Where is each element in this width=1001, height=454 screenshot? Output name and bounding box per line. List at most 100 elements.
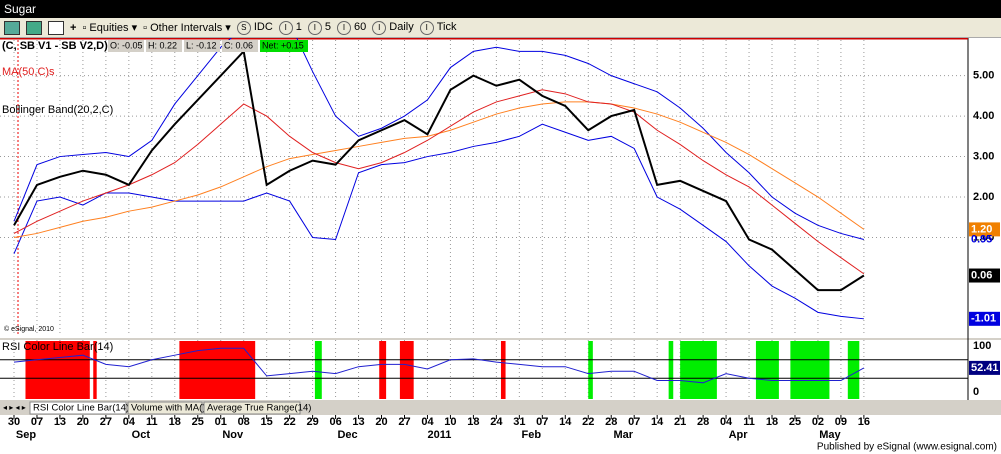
x-tick-label: 18 [169, 416, 181, 428]
rsi-zone [668, 341, 674, 399]
x-tick-label: 31 [513, 416, 525, 428]
net-box [260, 40, 308, 52]
rsi-zone [790, 341, 830, 399]
quote: O: -0.05 [110, 40, 143, 50]
series-line [13, 38, 865, 240]
label: Daily [389, 20, 414, 33]
rsi-zone [179, 341, 256, 399]
rsi-zone [379, 341, 387, 399]
price-tag-label: 52.41 [971, 362, 999, 374]
watermark: © eSignal, 2010 [4, 325, 54, 333]
price-tag-label: 0.95 [971, 233, 992, 245]
price-tag [969, 222, 1000, 237]
rsi-zone [680, 341, 717, 399]
x-tick-label: 02 [812, 416, 824, 428]
quote: L: -0.12 [186, 40, 217, 50]
rsi-zone [93, 341, 97, 399]
label: Other Intervals [150, 22, 223, 34]
rsi-zone [500, 341, 506, 399]
rsi-zone [25, 341, 90, 399]
tab-label: RSI Color Line Bar(14) [33, 403, 129, 414]
toolbar: + ▫ Equities ▾ ▫ Other Intervals ▾ S IDC … [0, 18, 1001, 38]
price-tag [969, 268, 1000, 283]
x-tick-label: 14 [651, 416, 664, 428]
label: Tick [436, 20, 457, 33]
x-tick-label: 28 [605, 416, 617, 428]
x-tick-label: 20 [77, 416, 89, 428]
x-tick-label: 13 [54, 416, 66, 428]
x-tick-label: 25 [192, 416, 204, 428]
label: Equities [89, 22, 129, 34]
month-label: Feb [522, 429, 542, 441]
x-axis-bg [0, 415, 1001, 454]
x-tick-label: 07 [31, 416, 43, 428]
tab-label: Volume with MA() [131, 403, 205, 414]
month-label: Nov [222, 429, 244, 441]
tab[interactable] [203, 401, 301, 415]
rsi-bg [0, 340, 1001, 400]
y-tick-label: 5.00 [973, 70, 994, 82]
label: 60 [354, 20, 367, 33]
quote: C: 0.06 [224, 40, 253, 50]
rsi-line [13, 347, 865, 384]
x-tick-label: 27 [100, 416, 112, 428]
y-tick-label: 2.00 [973, 191, 994, 203]
plot-bg [0, 38, 1001, 338]
x-tick-label: 14 [559, 416, 572, 428]
series-line [13, 89, 865, 275]
interval-button[interactable]: I Daily [372, 20, 414, 35]
panel-title: RSI Color Line Bar(14) [2, 341, 113, 353]
x-tick-label: 15 [261, 416, 273, 428]
title-bar: Sugar [0, 0, 1001, 18]
interval-button[interactable]: I Tick [419, 20, 457, 35]
x-tick-label: 18 [467, 416, 479, 428]
legend-entry: MA(50,C)s [2, 66, 55, 78]
icon[interactable] [48, 20, 64, 35]
x-tick-label: 18 [766, 416, 778, 428]
x-tick-label: 11 [743, 416, 755, 428]
x-tick-label: 16 [858, 416, 870, 428]
month-label: Mar [613, 429, 633, 441]
quote-box [184, 40, 220, 52]
intervals-menu[interactable]: ▫ Other Intervals ▾ [143, 22, 231, 34]
x-tick-label: 13 [352, 416, 364, 428]
x-tick-label: 07 [536, 416, 548, 428]
window-title: Sugar [4, 2, 37, 16]
rsi-zone [588, 341, 593, 399]
x-tick-label: 21 [674, 416, 686, 428]
idc-button[interactable]: S IDC [236, 20, 273, 35]
price-tag-label: -1.01 [971, 313, 996, 325]
tab[interactable] [127, 401, 203, 415]
label: IDC [253, 20, 273, 33]
x-tick-label: 09 [835, 416, 847, 428]
series-line [13, 123, 864, 320]
interval-button[interactable]: I 60 [337, 20, 367, 35]
icon[interactable] [26, 20, 42, 35]
quote: H: 0.22 [148, 40, 177, 50]
tab-label: Average True Range(14) [207, 403, 311, 414]
x-tick-label: 08 [238, 416, 250, 428]
quote-box [146, 40, 182, 52]
x-tick-label: 07 [628, 416, 640, 428]
y-tick-label: 100 [973, 340, 991, 352]
month-label: Dec [337, 429, 357, 441]
price-tag [969, 311, 1000, 326]
x-tick-label: 25 [789, 416, 801, 428]
x-tick-label: 20 [375, 416, 387, 428]
x-tick-label: 22 [284, 416, 296, 428]
x-tick-label: 10 [444, 416, 456, 428]
icon[interactable] [4, 20, 20, 35]
x-tick-label: 06 [329, 416, 341, 428]
label: 1 [295, 20, 302, 33]
x-tick-label: 30 [8, 416, 20, 428]
y-tick-label: 4.00 [973, 110, 994, 122]
add-button[interactable]: + [70, 21, 77, 34]
tab[interactable] [29, 401, 127, 415]
quote-box [222, 40, 258, 52]
x-tick-label: 04 [421, 416, 434, 428]
equities-menu[interactable]: ▫ Equities ▾ [82, 22, 138, 34]
